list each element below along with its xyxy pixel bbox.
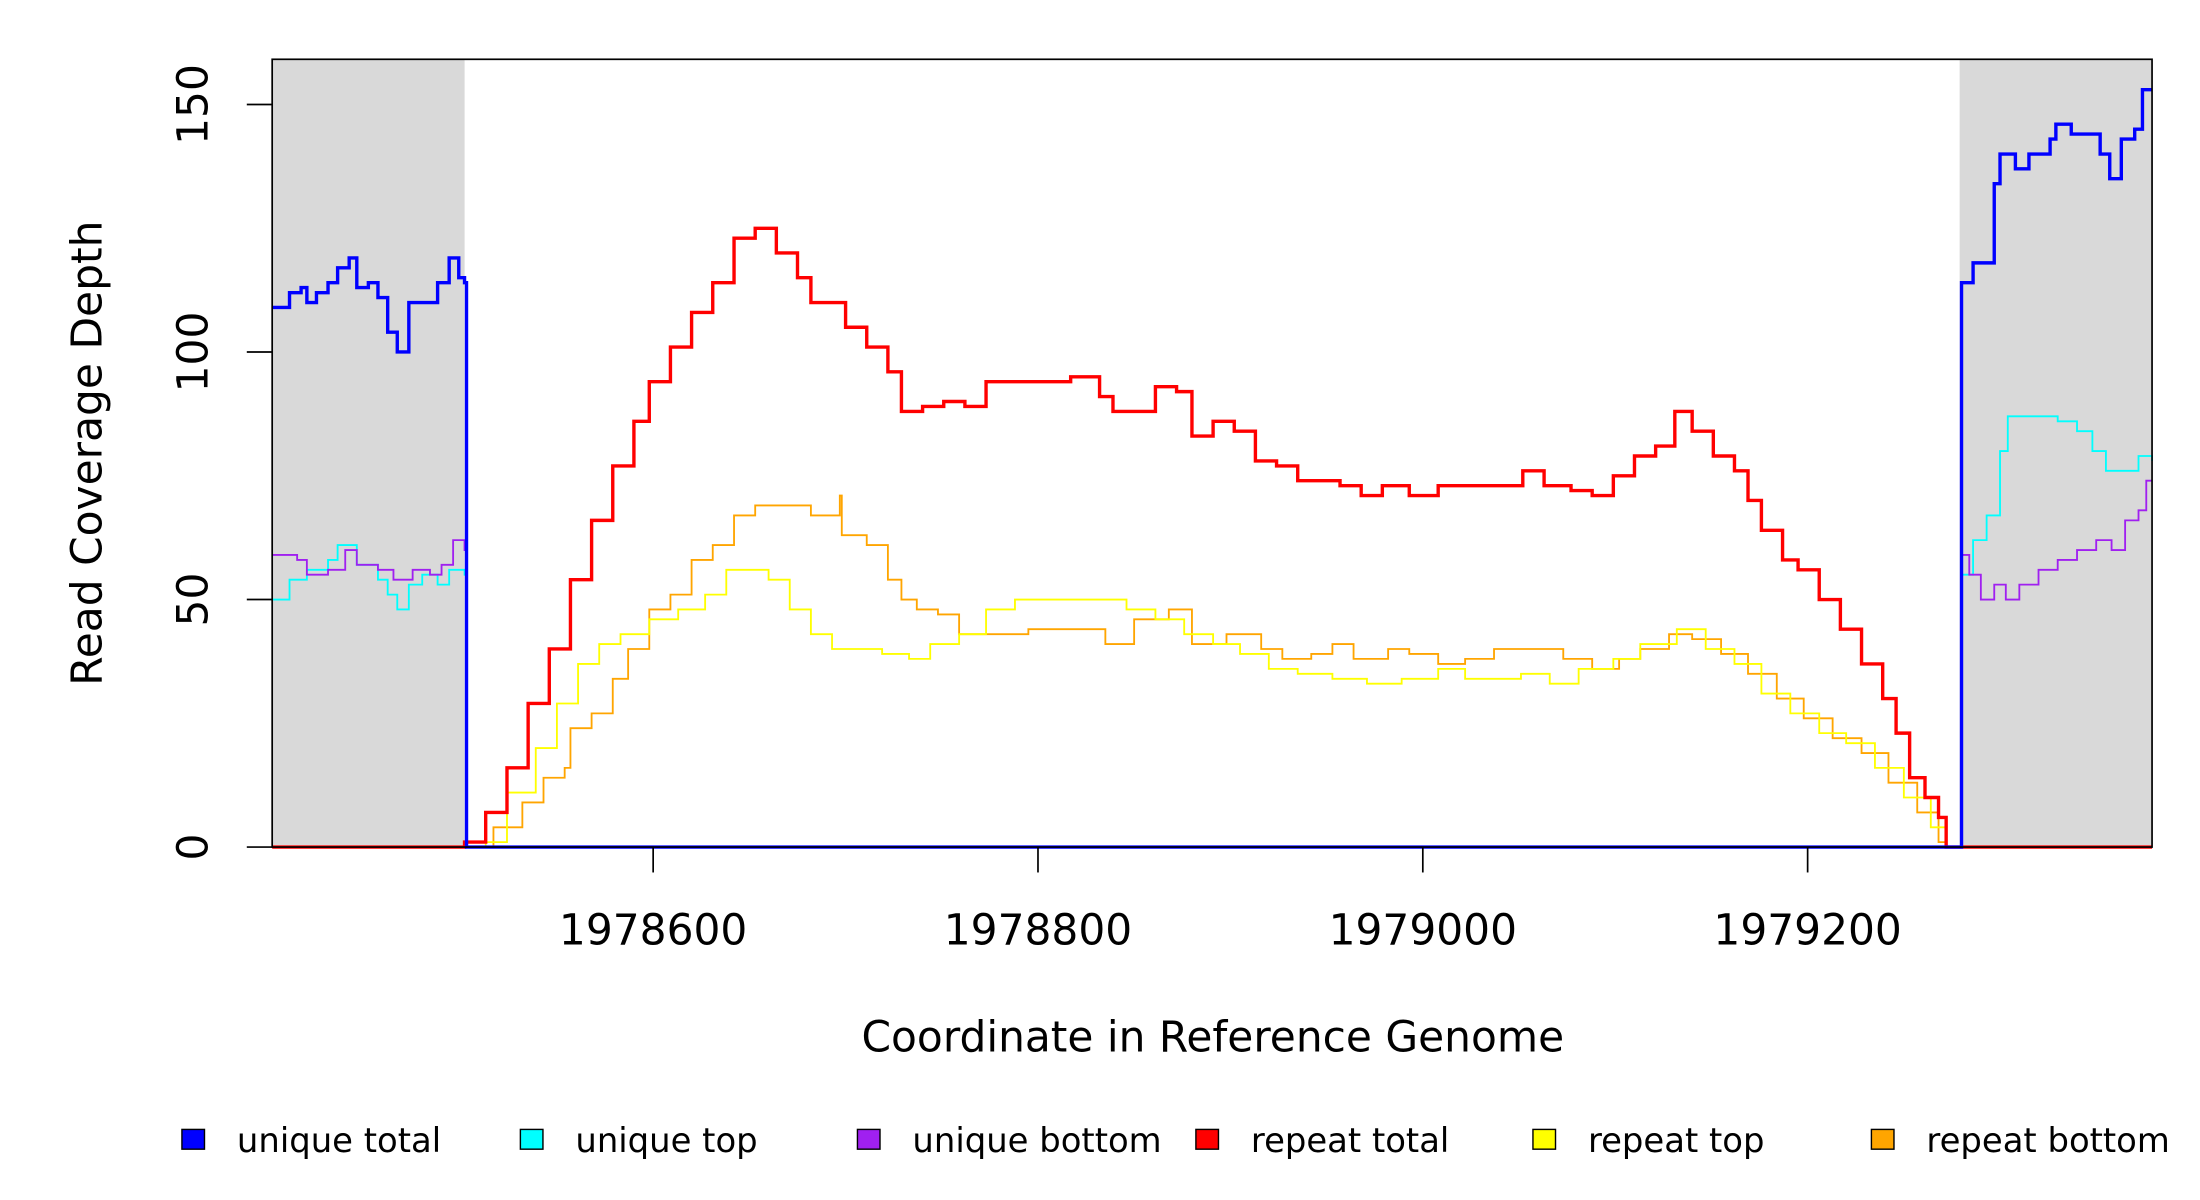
- plot-frame: [271, 58, 2153, 848]
- y-axis-title: Read Coverage Depth: [63, 221, 112, 686]
- series-unique-total: [272, 87, 2153, 849]
- y-tick-label: 100: [168, 312, 217, 393]
- legend-swatch: [1195, 1128, 1220, 1150]
- legend-item-unique-bottom: unique bottom: [856, 1121, 1162, 1160]
- series-repeat-total: [272, 226, 2153, 849]
- legend-swatch: [181, 1128, 206, 1150]
- legend-swatch: [1870, 1128, 1895, 1150]
- legend-item-unique-total: unique total: [181, 1121, 441, 1160]
- legend-label: repeat bottom: [1926, 1121, 2169, 1160]
- legend-item-repeat-total: repeat total: [1195, 1121, 1449, 1160]
- y-tick-label: 150: [168, 64, 217, 145]
- legend-swatch: [1532, 1128, 1557, 1150]
- legend-item-repeat-bottom: repeat bottom: [1870, 1121, 2170, 1160]
- legend-label: repeat total: [1251, 1121, 1449, 1160]
- x-tick-label: 1979200: [1713, 905, 1901, 954]
- legend-item-repeat-top: repeat top: [1532, 1121, 1765, 1160]
- x-tick-label: 1978600: [559, 905, 747, 954]
- legend-item-unique-top: unique top: [519, 1121, 758, 1160]
- series-repeat-bottom: [272, 494, 2153, 848]
- series-unique-top: [272, 415, 2153, 848]
- legend-label: unique total: [237, 1121, 441, 1160]
- legend-label: unique top: [575, 1121, 757, 1160]
- series-repeat-top: [272, 568, 2153, 848]
- legend-label: repeat top: [1588, 1121, 1765, 1160]
- shaded-regions: [272, 59, 2153, 848]
- legend-swatch: [856, 1128, 881, 1150]
- legend: unique total unique top unique bottom repea…: [181, 1121, 2170, 1160]
- series-lines: [272, 87, 2153, 849]
- x-tick-label: 1978800: [944, 905, 1132, 954]
- x-tick-label: 1979000: [1329, 905, 1517, 954]
- y-tick-label: 0: [168, 834, 217, 861]
- x-axis-title: Coordinate in Reference Genome: [862, 1013, 1565, 1062]
- shaded-region-1: [1959, 59, 2153, 848]
- x-axis: 1978600 1978800 1979000 1979200: [559, 847, 1902, 954]
- y-axis: 0 50 100 150: [168, 64, 273, 861]
- y-tick-label: 50: [168, 573, 217, 627]
- legend-label: unique bottom: [912, 1121, 1161, 1160]
- legend-swatch: [519, 1128, 544, 1150]
- shaded-region-0: [272, 59, 465, 848]
